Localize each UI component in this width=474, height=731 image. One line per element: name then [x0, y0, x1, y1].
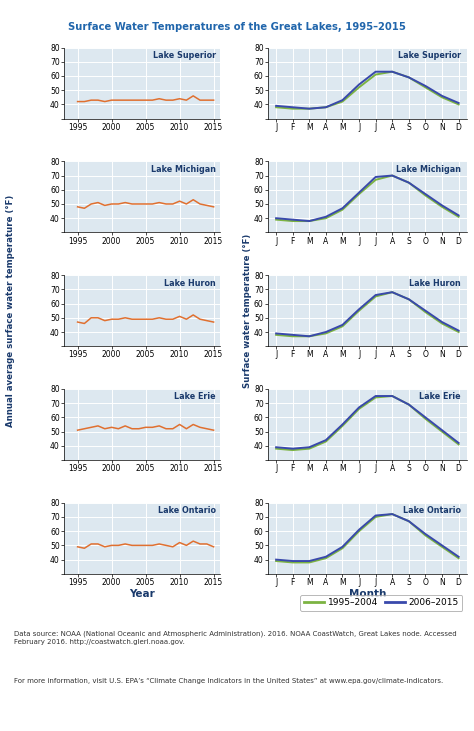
Text: Lake Superior: Lake Superior: [153, 51, 216, 60]
Text: Lake Erie: Lake Erie: [419, 393, 461, 401]
Text: Lake Huron: Lake Huron: [409, 279, 461, 288]
Text: Surface water temperature (°F): Surface water temperature (°F): [243, 233, 252, 388]
Text: Lake Michigan: Lake Michigan: [396, 165, 461, 174]
Text: Lake Michigan: Lake Michigan: [151, 165, 216, 174]
Text: Month: Month: [349, 588, 386, 599]
Legend: 1995–2004, 2006–2015: 1995–2004, 2006–2015: [301, 595, 462, 611]
Text: Lake Ontario: Lake Ontario: [158, 507, 216, 515]
Text: Year: Year: [129, 588, 155, 599]
Text: Lake Ontario: Lake Ontario: [403, 507, 461, 515]
Text: Lake Superior: Lake Superior: [398, 51, 461, 60]
Text: Data source: NOAA (National Oceanic and Atmospheric Administration). 2016. NOAA : Data source: NOAA (National Oceanic and …: [14, 631, 457, 645]
Text: For more information, visit U.S. EPA’s “Climate Change Indicators in the United : For more information, visit U.S. EPA’s “…: [14, 678, 444, 684]
Text: Annual average surface water temperature (°F): Annual average surface water temperature…: [6, 194, 15, 427]
Text: Lake Erie: Lake Erie: [174, 393, 216, 401]
Text: Lake Huron: Lake Huron: [164, 279, 216, 288]
Text: Surface Water Temperatures of the Great Lakes, 1995–2015: Surface Water Temperatures of the Great …: [68, 22, 406, 32]
